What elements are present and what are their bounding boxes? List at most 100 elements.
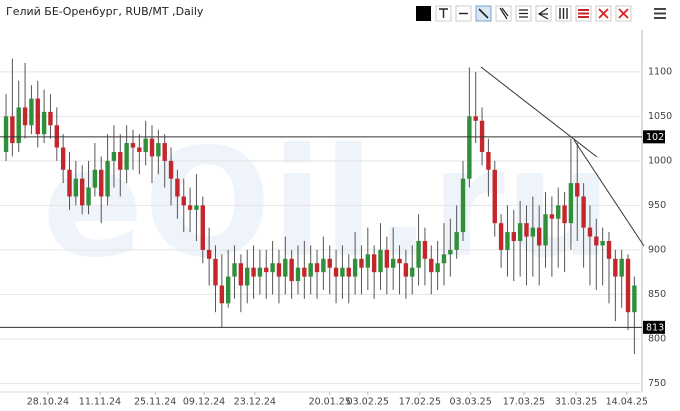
candle-body xyxy=(575,183,580,197)
candle-body xyxy=(517,223,523,241)
watermark: eOil.ru xyxy=(42,117,612,291)
candle-body xyxy=(498,223,504,250)
candle-body xyxy=(67,169,72,197)
color-button[interactable] xyxy=(416,6,431,21)
level-label: 813 xyxy=(646,322,664,333)
y-tick-label: 1100 xyxy=(648,66,672,77)
candle-body xyxy=(175,178,180,197)
y-tick-label: 1050 xyxy=(648,111,672,122)
y-tick-label: 900 xyxy=(648,244,666,255)
x-tick-label: 20.01.25 xyxy=(309,397,351,408)
candle-body xyxy=(568,183,574,224)
candle-body xyxy=(435,263,440,273)
x-tick-label: 11.11.24 xyxy=(79,397,121,408)
candle-body xyxy=(467,116,472,179)
y-tick-label: 1000 xyxy=(648,155,672,166)
candle-body xyxy=(206,249,212,259)
candle-body xyxy=(549,214,555,219)
candle-body xyxy=(378,249,383,273)
x-tick-label: 23.12.24 xyxy=(234,397,276,408)
x-tick-label: 17.02.25 xyxy=(399,397,441,408)
candle-body xyxy=(308,263,313,277)
toolbar xyxy=(416,5,666,22)
candle-body xyxy=(130,143,136,148)
candle-body xyxy=(530,227,536,237)
candle-body xyxy=(73,178,79,197)
candle-body xyxy=(390,258,396,268)
candle-body xyxy=(92,169,98,188)
chart-title: Гелий БЕ-Оренбург, RUB/MT ,Daily xyxy=(6,5,204,18)
level-label-box xyxy=(643,320,665,334)
candle-body xyxy=(232,263,237,277)
candle-body xyxy=(238,263,244,286)
candle-body xyxy=(410,267,415,277)
candle-body xyxy=(473,116,478,121)
candle-body xyxy=(137,147,142,152)
x-tick-label: 17.03.25 xyxy=(503,397,545,408)
candle-body xyxy=(187,205,193,210)
candle-body xyxy=(302,267,307,277)
candle-body xyxy=(422,240,428,259)
candle-body xyxy=(543,214,548,246)
candle-body xyxy=(245,267,250,286)
menu-button[interactable] xyxy=(654,8,666,19)
candle-body xyxy=(365,254,371,268)
x-tick-label: 09.12.24 xyxy=(183,397,225,408)
candle-body xyxy=(340,267,345,277)
candle-body xyxy=(200,205,205,250)
candle-body xyxy=(219,285,225,304)
candle-body xyxy=(492,169,497,224)
candle-body xyxy=(524,223,529,237)
candle-body xyxy=(460,178,466,233)
candle-body xyxy=(416,240,421,268)
candle-body xyxy=(606,240,612,259)
trend-line xyxy=(480,66,598,158)
candle-body xyxy=(333,267,339,277)
candle-body xyxy=(143,138,148,152)
candle-body xyxy=(257,267,263,277)
candle-body xyxy=(613,258,618,277)
candle-body xyxy=(384,249,390,268)
candle-body xyxy=(213,258,218,286)
candle-body xyxy=(295,267,301,282)
y-tick-label: 750 xyxy=(648,378,666,389)
candle-body xyxy=(441,254,447,264)
x-tick-label: 31.03.25 xyxy=(555,397,597,408)
candle-body xyxy=(486,151,491,170)
x-tick-label: 14.04.25 xyxy=(606,397,648,408)
candle-body xyxy=(505,232,510,250)
candle-body xyxy=(124,143,129,170)
candle-body xyxy=(60,147,66,170)
candle-body xyxy=(289,258,294,282)
x-tick-label: 03.03.25 xyxy=(449,397,491,408)
candle-body xyxy=(359,258,364,268)
candle-body xyxy=(35,98,40,135)
candle-body xyxy=(346,267,351,277)
candle-body xyxy=(16,107,21,144)
candle-body xyxy=(162,143,167,161)
candle-body xyxy=(619,258,624,277)
candle-body xyxy=(594,236,599,246)
candle-body xyxy=(181,196,186,206)
candle-body xyxy=(327,258,332,268)
candle-body xyxy=(314,263,320,273)
candle-body xyxy=(371,254,377,273)
candle-body xyxy=(10,116,15,144)
candle-body xyxy=(168,160,174,179)
y-tick-label: 950 xyxy=(648,200,666,211)
candle-body xyxy=(48,111,53,126)
candle-body xyxy=(600,240,605,246)
candle-body xyxy=(149,138,155,157)
level-label-box xyxy=(643,130,665,144)
candle-body xyxy=(448,249,453,255)
candle-body xyxy=(562,205,567,224)
candle-body xyxy=(403,263,409,277)
candle-body xyxy=(511,232,516,241)
candle-body xyxy=(22,107,28,126)
candle-body xyxy=(3,116,9,152)
candle-body xyxy=(111,151,117,161)
candle-body xyxy=(225,276,231,304)
candle-body xyxy=(270,263,275,273)
candle-body xyxy=(99,169,104,197)
candle-body xyxy=(587,227,593,237)
